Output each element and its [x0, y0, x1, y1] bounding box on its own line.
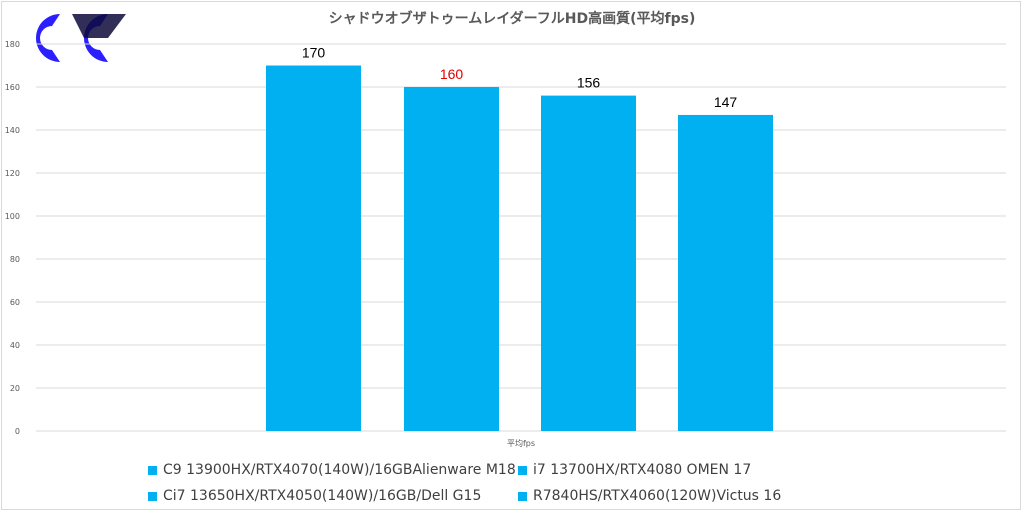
data-label: 156 [577, 75, 601, 91]
y-tick-label: 80 [10, 255, 20, 264]
legend-label: i7 13700HX/RTX4080 OMEN 17 [533, 462, 752, 478]
legend-swatch [518, 465, 527, 475]
x-axis-label: 平均fps [507, 438, 535, 448]
legend-label: C9 13900HX/RTX4070(140W)/16GBAlienware M… [163, 462, 516, 478]
y-tick-label: 180 [5, 40, 20, 49]
y-tick-label: 140 [5, 126, 20, 135]
data-label: 160 [440, 66, 464, 82]
legend-label: R7840HS/RTX4060(120W)Victus 16 [533, 488, 782, 504]
chart-title: シャドウオブザトゥームレイダーフルHD高画質(平均fps) [328, 11, 696, 27]
y-tick-label: 0 [15, 427, 20, 436]
y-tick-label: 40 [10, 341, 20, 350]
y-tick-label: 20 [10, 384, 20, 393]
bar [678, 114, 773, 431]
legend-item: R7840HS/RTX4060(120W)Victus 16 [518, 488, 781, 504]
brand-logo [36, 14, 126, 62]
y-tick-label: 60 [10, 298, 20, 307]
legend-item: i7 13700HX/RTX4080 OMEN 17 [518, 462, 751, 478]
bar [266, 65, 361, 431]
y-tick-label: 100 [5, 212, 20, 221]
bar [404, 87, 499, 431]
data-label: 170 [302, 45, 326, 61]
legend-label: Ci7 13650HX/RTX4050(140W)/16GB/Dell G15 [163, 488, 482, 504]
y-tick-label: 160 [5, 83, 20, 92]
data-label: 147 [714, 94, 738, 110]
legend-item: C9 13900HX/RTX4070(140W)/16GBAlienware M… [148, 462, 516, 478]
legend-swatch [518, 491, 527, 501]
legend-swatch [148, 491, 157, 501]
y-tick-label: 120 [5, 169, 20, 178]
legend-item: Ci7 13650HX/RTX4050(140W)/16GB/Dell G15 [148, 488, 481, 504]
bar [541, 95, 636, 431]
legend-swatch [148, 465, 157, 475]
